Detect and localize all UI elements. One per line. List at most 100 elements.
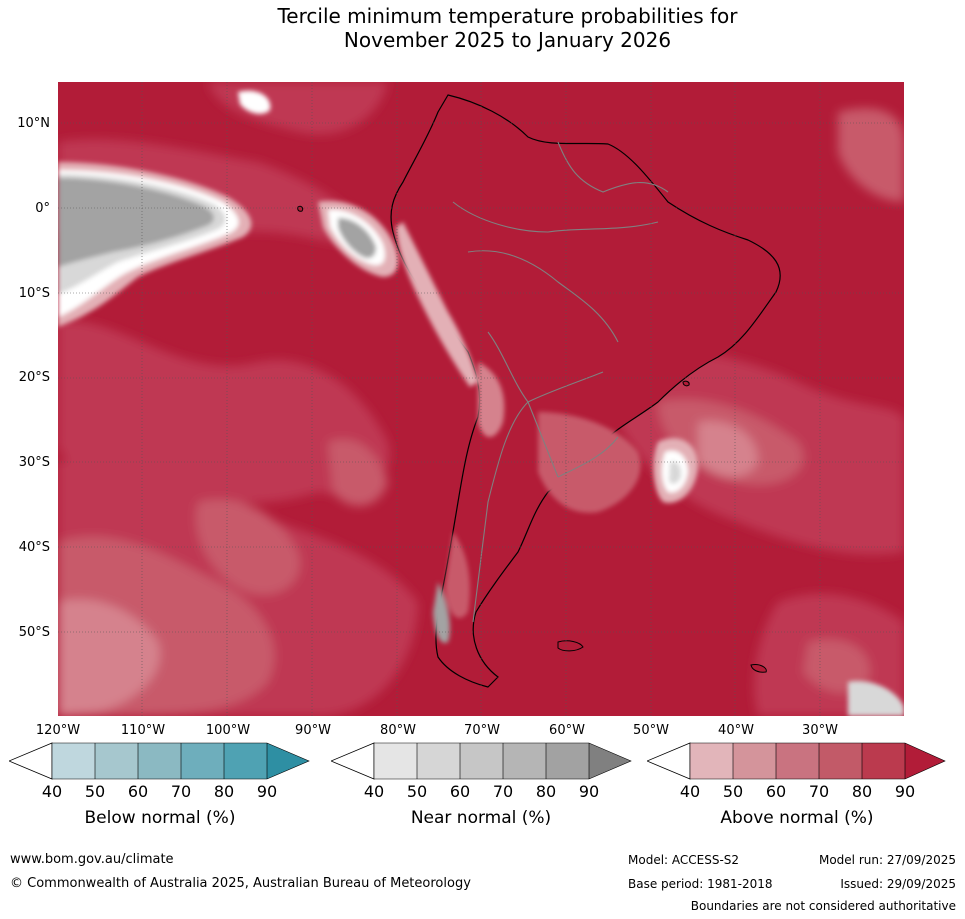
colorbar-below-swatch-70	[181, 743, 224, 779]
colorbar-above-swatch-50	[733, 743, 776, 779]
island	[682, 380, 690, 387]
lat-label-10n: 10°N	[17, 116, 50, 131]
tick: 70	[492, 782, 514, 801]
colorbar-below	[9, 742, 310, 780]
border	[452, 201, 659, 233]
colorbar-near-swatch-70	[503, 743, 546, 779]
colorbar-near-label: Near normal (%)	[410, 808, 552, 828]
model-run-text: Model run: 27/09/2025	[818, 853, 956, 867]
sw-atlantic-spot	[848, 681, 904, 716]
tick: 60	[449, 782, 471, 801]
southern-andes-grey	[433, 582, 450, 643]
field-patches	[58, 82, 904, 716]
colorbar-below-outline	[51, 742, 310, 780]
lon-label-100w: 100°W	[205, 723, 251, 738]
patagonia-patch	[445, 532, 470, 618]
tick: 80	[213, 782, 235, 801]
colorbar-near-outline	[373, 742, 632, 780]
patch-above-60	[698, 421, 758, 477]
graticule	[58, 82, 904, 716]
colorbar-above-label: Above normal (%)	[720, 808, 874, 828]
copyright-text: © Commonwealth of Australia 2025, Austra…	[10, 876, 471, 891]
colorbar-below-swatch-40	[52, 743, 95, 779]
colorbar-near-swatch-50	[417, 743, 460, 779]
base-period-text: Base period: 1981-2018	[628, 877, 773, 891]
colorbar-near-swatch-60	[460, 743, 503, 779]
tick: 90	[578, 782, 600, 801]
colorbar-above-swatch-40	[690, 743, 733, 779]
colorbar-below-high-arrow	[267, 743, 309, 779]
colorbar-below-swatch-60	[138, 743, 181, 779]
lon-label-70w: 70°W	[464, 723, 500, 738]
disclaimer-text: Boundaries are not considered authoritat…	[690, 899, 956, 913]
near-normal-region	[58, 90, 904, 716]
land-patches	[396, 222, 641, 643]
colorbar-near-swatch-80	[546, 743, 589, 779]
map-svg	[58, 82, 904, 716]
tick: 60	[127, 782, 149, 801]
colorbar-below-swatch-80	[224, 743, 267, 779]
lon-label-40w: 40°W	[718, 723, 754, 738]
tick: 60	[765, 782, 787, 801]
andes-band	[396, 222, 478, 387]
border	[527, 401, 559, 478]
patch-above-80	[58, 321, 390, 503]
lon-label-120w: 120°W	[35, 723, 81, 738]
colorbar-near-high-arrow	[589, 743, 631, 779]
website-link[interactable]: www.bom.gov.au/climate	[10, 852, 174, 867]
colorbar-near-low-arrow	[331, 742, 375, 780]
tick: 70	[808, 782, 830, 801]
lat-label-20s: 20°S	[18, 370, 50, 385]
patch-above-70	[838, 108, 904, 202]
north-white-spot	[238, 90, 271, 114]
probability-map	[58, 82, 904, 716]
lon-label-90w: 90°W	[295, 723, 331, 738]
border	[557, 141, 669, 193]
tick: 50	[84, 782, 106, 801]
lon-label-60w: 60°W	[549, 723, 585, 738]
border	[472, 401, 529, 623]
falkland-islands	[557, 640, 584, 652]
colorbar-above-outline	[689, 742, 946, 780]
tick: 40	[679, 782, 701, 801]
tick: 90	[894, 782, 916, 801]
brazil-coast-grey	[669, 461, 682, 484]
galapagos-islands	[297, 205, 304, 212]
lat-label-0: 0°	[35, 201, 50, 216]
country-borders	[452, 141, 669, 623]
colorbar-above-swatch-60	[776, 743, 819, 779]
title-line-1: Tercile minimum temperature probabilitie…	[277, 4, 738, 28]
lat-label-30s: 30°S	[18, 455, 50, 470]
lon-label-50w: 50°W	[633, 723, 669, 738]
colorbar-above-swatch-80	[862, 743, 905, 779]
colorbar-below-low-arrow	[9, 742, 53, 780]
lat-label-10s: 10°S	[18, 286, 50, 301]
colorbar-near	[331, 742, 632, 780]
tick: 90	[256, 782, 278, 801]
islands	[297, 205, 767, 673]
patch-above-60	[58, 599, 160, 716]
colorbar-below-swatch-50	[95, 743, 138, 779]
lon-label-80w: 80°W	[380, 723, 416, 738]
colorbar-above-swatch-70	[819, 743, 862, 779]
parana-patch	[538, 412, 641, 513]
border	[487, 331, 604, 403]
colorbar-above-low-arrow	[647, 742, 691, 780]
tick: 40	[363, 782, 385, 801]
tick: 80	[851, 782, 873, 801]
model-text: Model: ACCESS-S2	[628, 853, 740, 867]
altiplano-patch	[478, 362, 505, 437]
tick: 80	[535, 782, 557, 801]
lat-label-40s: 40°S	[18, 540, 50, 555]
border	[557, 436, 619, 478]
tick: 50	[722, 782, 744, 801]
galapagos-grey	[338, 217, 376, 259]
colorbar-above	[647, 742, 946, 780]
chart-title: Tercile minimum temperature probabilitie…	[0, 4, 965, 52]
colorbar-near-swatch-40	[374, 743, 417, 779]
border	[467, 250, 619, 343]
south-georgia	[750, 664, 767, 673]
tick: 40	[41, 782, 63, 801]
near-90-band	[58, 178, 214, 267]
lon-label-30w: 30°W	[802, 723, 838, 738]
